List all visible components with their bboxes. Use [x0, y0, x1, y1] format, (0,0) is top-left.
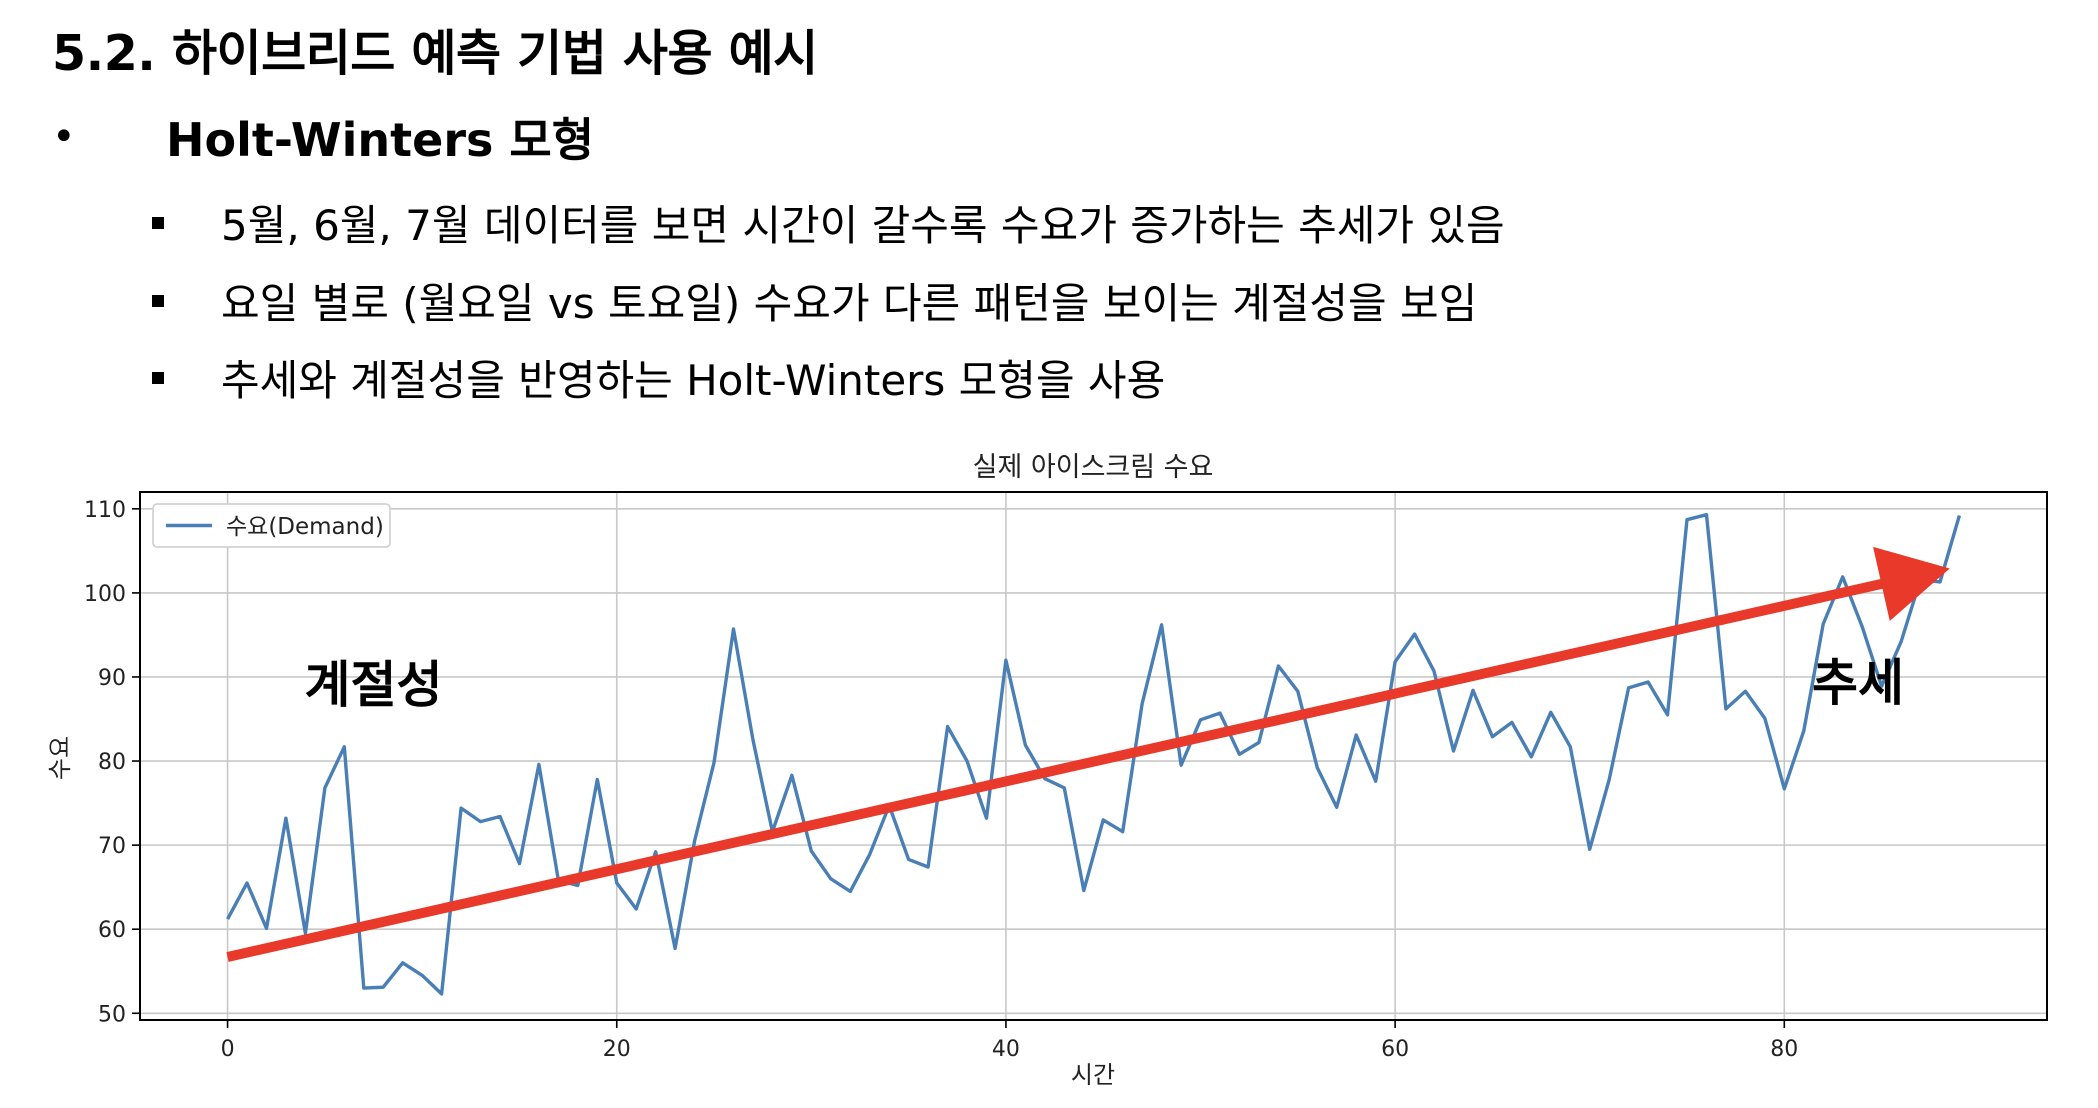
x-tick-label: 80	[1770, 1037, 1798, 1062]
heading-bullet-item: • Holt-Winters 모형	[52, 104, 594, 170]
legend-label: 수요(Demand)	[226, 514, 384, 540]
y-tick-label: 50	[98, 1002, 126, 1027]
sub-point-text: 추세와 계절성을 반영하는 Holt-Winters 모형을 사용	[221, 356, 1166, 405]
sub-point-3: 추세와 계절성을 반영하는 Holt-Winters 모형을 사용	[152, 347, 1165, 408]
bullet-dot: •	[52, 114, 76, 160]
y-axis-label: 수요	[46, 736, 74, 780]
trend-arrow-line	[226, 577, 1889, 962]
x-tick-label: 0	[221, 1037, 235, 1062]
slide-title: 5.2. 하이브리드 예측 기법 사용 예시	[52, 25, 818, 82]
square-bullet-icon	[152, 216, 164, 229]
sub-point-1: 5월, 6월, 7월 데이터를 보면 시간이 갈수록 수요가 증가하는 추세가 …	[152, 192, 1505, 253]
sub-point-text: 5월, 6월, 7월 데이터를 보면 시간이 갈수록 수요가 증가하는 추세가 …	[221, 201, 1505, 250]
y-tick-label: 70	[98, 834, 126, 859]
seasonality-annotation-label: 계절성	[305, 656, 443, 714]
x-tick-label: 60	[1381, 1037, 1409, 1062]
y-axis-ticks: 50 60 70 80 90 100 110	[84, 498, 140, 1027]
y-tick-label: 100	[84, 582, 126, 607]
trend-arrow	[226, 546, 1950, 962]
legend: 수요(Demand)	[152, 503, 391, 548]
y-tick-label: 60	[98, 918, 126, 943]
x-tick-label: 40	[992, 1037, 1020, 1062]
demand-series-line	[226, 513, 1962, 996]
sub-point-2: 요일 별로 (월요일 vs 토요일) 수요가 다른 패턴을 보이는 계절성을 보…	[152, 270, 1477, 331]
sub-point-text: 요일 별로 (월요일 vs 토요일) 수요가 다른 패턴을 보이는 계절성을 보…	[221, 279, 1478, 328]
heading-text: Holt-Winters 모형	[166, 113, 595, 167]
trend-annotation-label: 추세	[1812, 654, 1904, 712]
y-tick-label: 80	[98, 750, 126, 775]
trend-arrowhead-icon	[1873, 546, 1950, 621]
gridlines	[140, 492, 2047, 1020]
square-bullet-icon	[152, 371, 164, 384]
square-bullet-icon	[152, 294, 164, 307]
x-axis-ticks: 0 20 40 60 80	[221, 1020, 1798, 1062]
x-axis-label: 시간	[1071, 1061, 1115, 1089]
y-tick-label: 90	[98, 666, 126, 691]
chart-title: 실제 아이스크림 수요	[973, 452, 1214, 483]
legend-box	[152, 503, 391, 548]
y-tick-label: 110	[84, 498, 126, 523]
x-tick-label: 20	[603, 1037, 631, 1062]
plot-frame	[139, 491, 2048, 1021]
